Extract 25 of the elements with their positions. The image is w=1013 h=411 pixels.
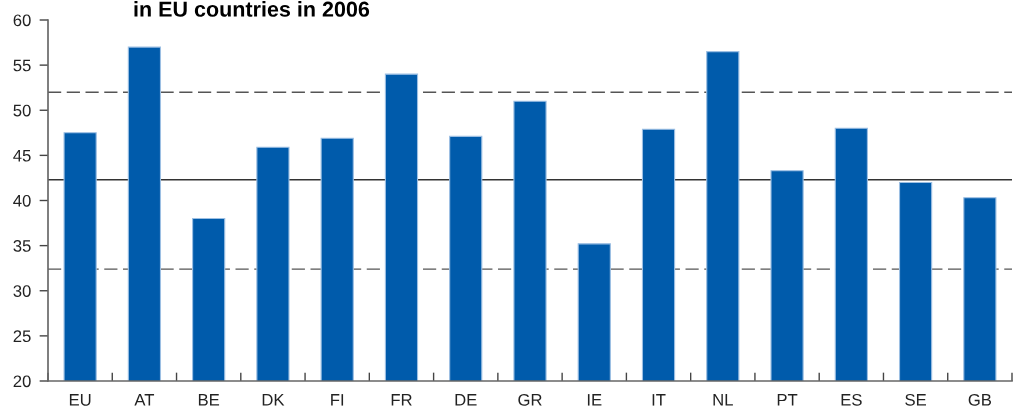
y-tick-label: 50 [13,104,31,117]
x-tick-label: IT [652,394,666,406]
y-tick-label: 25 [13,330,31,343]
y-tick-label: 30 [13,285,31,297]
x-tick-label: DE [455,394,477,406]
x-tick-label: EU [69,394,91,406]
x-tick-label: SE [905,393,926,406]
y-tick-label: 60 [13,14,31,27]
x-tick-label: BE [198,394,220,406]
x-tick-label: AT [134,394,155,406]
x-tick-label: DK [262,394,285,406]
y-tick-label: 45 [13,149,31,162]
y-tick-label: 55 [13,59,31,72]
x-tick-label: PT [777,394,798,406]
x-tick-label: GB [968,393,992,406]
x-tick-label: IE [587,394,602,406]
x-tick-label: ES [841,393,862,406]
y-tick-label: 20 [13,375,31,388]
y-tick-label: 35 [13,240,31,252]
x-tick-label: NL [713,394,733,406]
chart-title: in EU countries in 2006 [134,1,370,17]
x-tick-label: FI [331,394,344,406]
y-tick-label: 40 [13,194,31,207]
x-tick-label: FR [391,394,412,406]
x-tick-label: GR [518,393,542,406]
